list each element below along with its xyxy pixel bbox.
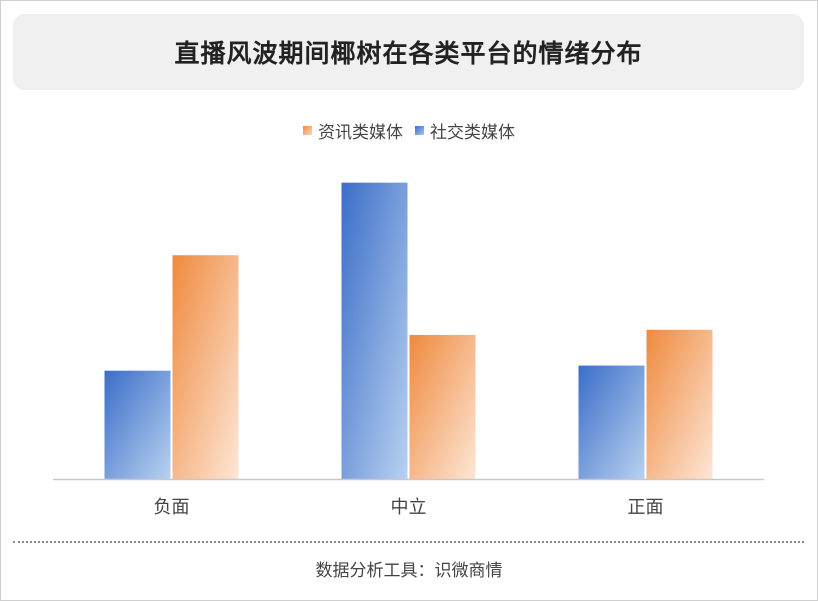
legend-swatch-social-media [415,126,424,135]
x-tick-labels: 负面 中立 正面 [154,497,664,518]
legend-label-info-media: 资讯类媒体 [318,123,403,143]
bar-info-2 [646,329,713,479]
data-source-note: 数据分析工具：识微商情 [315,561,503,581]
legend-label-social-media: 社交类媒体 [430,123,515,143]
bar-social-0 [104,370,171,479]
bar-social-1 [341,182,408,479]
x-tick-label: 中立 [391,497,427,518]
bars-group [104,182,713,479]
legend-swatch-info-media [303,126,312,135]
legend-item-info-media: 资讯类媒体 [303,118,403,143]
chart-title: 直播风波期间椰树在各类平台的情绪分布 [174,39,643,68]
x-tick-label: 负面 [154,497,190,518]
bar-info-1 [409,334,476,479]
title-box: 直播风波期间椰树在各类平台的情绪分布 [13,14,804,90]
chart-legend: 资讯类媒体 社交类媒体 [0,118,818,143]
legend-item-social-media: 社交类媒体 [415,118,515,143]
x-tick-label: 正面 [628,497,664,518]
bar-social-2 [578,365,645,479]
bar-info-0 [172,255,239,479]
footer-divider [13,541,804,543]
